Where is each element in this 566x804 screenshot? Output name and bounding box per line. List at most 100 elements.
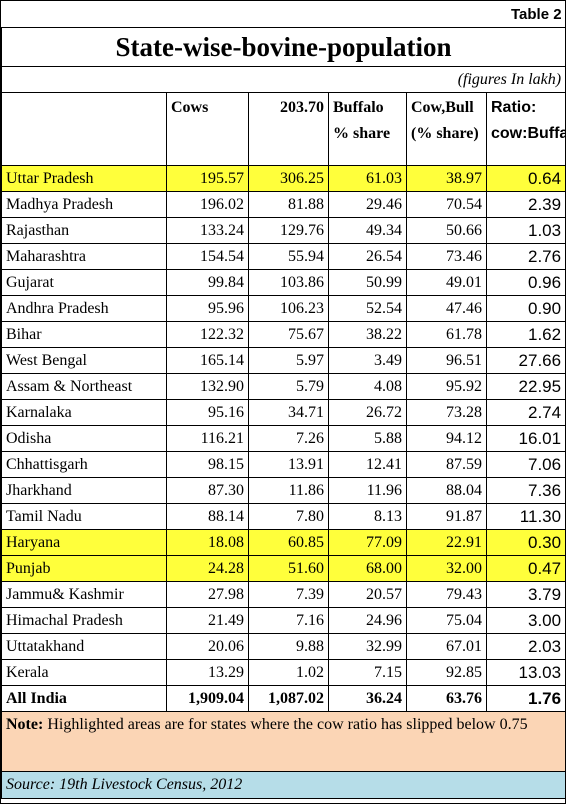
cell-state: Karnalaka bbox=[1, 399, 167, 426]
cell-buffalo-share: 24.96 bbox=[328, 607, 407, 634]
cell-buffalo-share: 11.96 bbox=[328, 477, 407, 504]
table-row: Himachal Pradesh 21.49 7.16 24.96 75.04 3.00 bbox=[1, 607, 566, 634]
cell-ratio: 1.03 bbox=[485, 217, 566, 244]
cell-cows: 21.49 bbox=[166, 607, 249, 634]
cell-buffalo-share: 7.15 bbox=[328, 659, 407, 686]
table-row: Punjab 24.28 51.60 68.00 32.00 0.47 bbox=[1, 555, 566, 582]
table-row: Uttatakhand 20.06 9.88 32.99 67.01 2.03 bbox=[1, 633, 566, 660]
note-label: Note: bbox=[6, 716, 44, 733]
header-ratio: Ratio: cow:Buffalo bbox=[485, 92, 566, 166]
cell-state: Himachal Pradesh bbox=[1, 607, 167, 634]
table-row: Odisha 116.21 7.26 5.88 94.12 16.01 bbox=[1, 425, 566, 452]
table-number-label: Table 2 bbox=[1, 1, 566, 28]
cell-state: Chhattisgarh bbox=[1, 451, 167, 478]
cell-ratio: 0.47 bbox=[485, 555, 566, 582]
cell-state: West Bengal bbox=[1, 347, 167, 374]
cell-cows: 13.29 bbox=[166, 659, 249, 686]
cell-buffalo-share: 52.54 bbox=[328, 295, 407, 322]
header-state bbox=[1, 92, 167, 166]
cell-state: Jammu& Kashmir bbox=[1, 581, 167, 608]
cell-ratio: 7.06 bbox=[485, 451, 566, 478]
cell-buffalo-share: 61.03 bbox=[328, 165, 407, 192]
cell-state: Bihar bbox=[1, 321, 167, 348]
cell-cow-share: 70.54 bbox=[406, 191, 487, 218]
note-cell: Note: Highlighted areas are for states w… bbox=[0, 711, 566, 772]
cell-buffalo: 55.94 bbox=[248, 243, 329, 270]
total-cell-buffalo: 1,087.02 bbox=[248, 685, 329, 712]
cell-cow-share: 61.78 bbox=[406, 321, 487, 348]
cell-cows: 24.28 bbox=[166, 555, 249, 582]
cell-ratio: 2.76 bbox=[485, 243, 566, 270]
header-buffalo: 203.70 bbox=[248, 92, 329, 166]
note-row: Note: Highlighted areas are for states w… bbox=[0, 711, 566, 772]
cell-state: Assam & Northeast bbox=[1, 373, 167, 400]
table-row: West Bengal 165.14 5.97 3.49 96.51 27.66 bbox=[1, 347, 566, 374]
cell-buffalo-share: 32.99 bbox=[328, 633, 407, 660]
cell-cow-share: 49.01 bbox=[406, 269, 487, 296]
cell-cows: 27.98 bbox=[166, 581, 249, 608]
header-cows: Cows bbox=[166, 92, 249, 166]
cell-buffalo: 7.26 bbox=[248, 425, 329, 452]
cell-buffalo-share: 4.08 bbox=[328, 373, 407, 400]
cell-buffalo: 5.97 bbox=[248, 347, 329, 374]
cell-cow-share: 92.85 bbox=[406, 659, 487, 686]
table-row: Rajasthan 133.24 129.76 49.34 50.66 1.03 bbox=[1, 217, 566, 244]
cell-ratio: 7.36 bbox=[485, 477, 566, 504]
cell-cows: 87.30 bbox=[166, 477, 249, 504]
cell-buffalo-share: 38.22 bbox=[328, 321, 407, 348]
cell-ratio: 3.79 bbox=[485, 581, 566, 608]
cell-cow-share: 94.12 bbox=[406, 425, 487, 452]
cell-cows: 88.14 bbox=[166, 503, 249, 530]
cell-ratio: 0.96 bbox=[485, 269, 566, 296]
table-row: Bihar 122.32 75.67 38.22 61.78 1.62 bbox=[1, 321, 566, 348]
cell-cow-share: 73.46 bbox=[406, 243, 487, 270]
table-row: Madhya Pradesh 196.02 81.88 29.46 70.54 2.39 bbox=[1, 191, 566, 218]
cell-state: Punjab bbox=[1, 555, 167, 582]
source-text: Source: 19th Livestock Census, 2012 bbox=[0, 771, 566, 799]
cell-state: Maharashtra bbox=[1, 243, 167, 270]
cell-ratio: 27.66 bbox=[485, 347, 566, 374]
cell-ratio: 2.03 bbox=[485, 633, 566, 660]
source-row: Source: 19th Livestock Census, 2012 bbox=[0, 771, 566, 799]
cell-cow-share: 67.01 bbox=[406, 633, 487, 660]
cell-buffalo: 51.60 bbox=[248, 555, 329, 582]
cell-ratio: 16.01 bbox=[485, 425, 566, 452]
table-row: Karnalaka 95.16 34.71 26.72 73.28 2.74 bbox=[1, 399, 566, 426]
cell-buffalo: 7.80 bbox=[248, 503, 329, 530]
cell-cow-share: 22.91 bbox=[406, 529, 487, 556]
cell-cow-share: 88.04 bbox=[406, 477, 487, 504]
cell-ratio: 22.95 bbox=[485, 373, 566, 400]
table-row: Maharashtra 154.54 55.94 26.54 73.46 2.76 bbox=[1, 243, 566, 270]
cell-state: Jharkhand bbox=[1, 477, 167, 504]
cell-ratio: 0.30 bbox=[485, 529, 566, 556]
cell-cow-share: 75.04 bbox=[406, 607, 487, 634]
cell-buffalo: 9.88 bbox=[248, 633, 329, 660]
cell-cows: 196.02 bbox=[166, 191, 249, 218]
table-row: Assam & Northeast 132.90 5.79 4.08 95.92 22.9… bbox=[1, 373, 566, 400]
cell-buffalo: 106.23 bbox=[248, 295, 329, 322]
cell-cows: 99.84 bbox=[166, 269, 249, 296]
cell-cow-share: 73.28 bbox=[406, 399, 487, 426]
cell-buffalo-share: 68.00 bbox=[328, 555, 407, 582]
table-row: Uttar Pradesh 195.57 306.25 61.03 38.97 0.64 bbox=[1, 165, 566, 192]
header-buffalo-share: Buffalo % share bbox=[328, 92, 407, 166]
cell-ratio: 2.74 bbox=[485, 399, 566, 426]
table-row: Jammu& Kashmir 27.98 7.39 20.57 79.43 3.79 bbox=[1, 581, 566, 608]
cell-cows: 95.96 bbox=[166, 295, 249, 322]
cell-cow-share: 87.59 bbox=[406, 451, 487, 478]
cell-buffalo-share: 8.13 bbox=[328, 503, 407, 530]
table-row: Haryana 18.08 60.85 77.09 22.91 0.30 bbox=[1, 529, 566, 556]
cell-buffalo: 7.16 bbox=[248, 607, 329, 634]
cell-buffalo: 81.88 bbox=[248, 191, 329, 218]
cell-buffalo-share: 77.09 bbox=[328, 529, 407, 556]
table-row: Jharkhand 87.30 11.86 11.96 88.04 7.36 bbox=[1, 477, 566, 504]
cell-cow-share: 38.97 bbox=[406, 165, 487, 192]
header-cow-share: Cow,Bull (% share) bbox=[406, 92, 487, 166]
cell-state: Uttatakhand bbox=[1, 633, 167, 660]
total-cell-state: All India bbox=[1, 685, 167, 712]
cell-buffalo: 75.67 bbox=[248, 321, 329, 348]
cell-cows: 165.14 bbox=[166, 347, 249, 374]
table-row: Gujarat 99.84 103.86 50.99 49.01 0.96 bbox=[1, 269, 566, 296]
cell-cows: 195.57 bbox=[166, 165, 249, 192]
